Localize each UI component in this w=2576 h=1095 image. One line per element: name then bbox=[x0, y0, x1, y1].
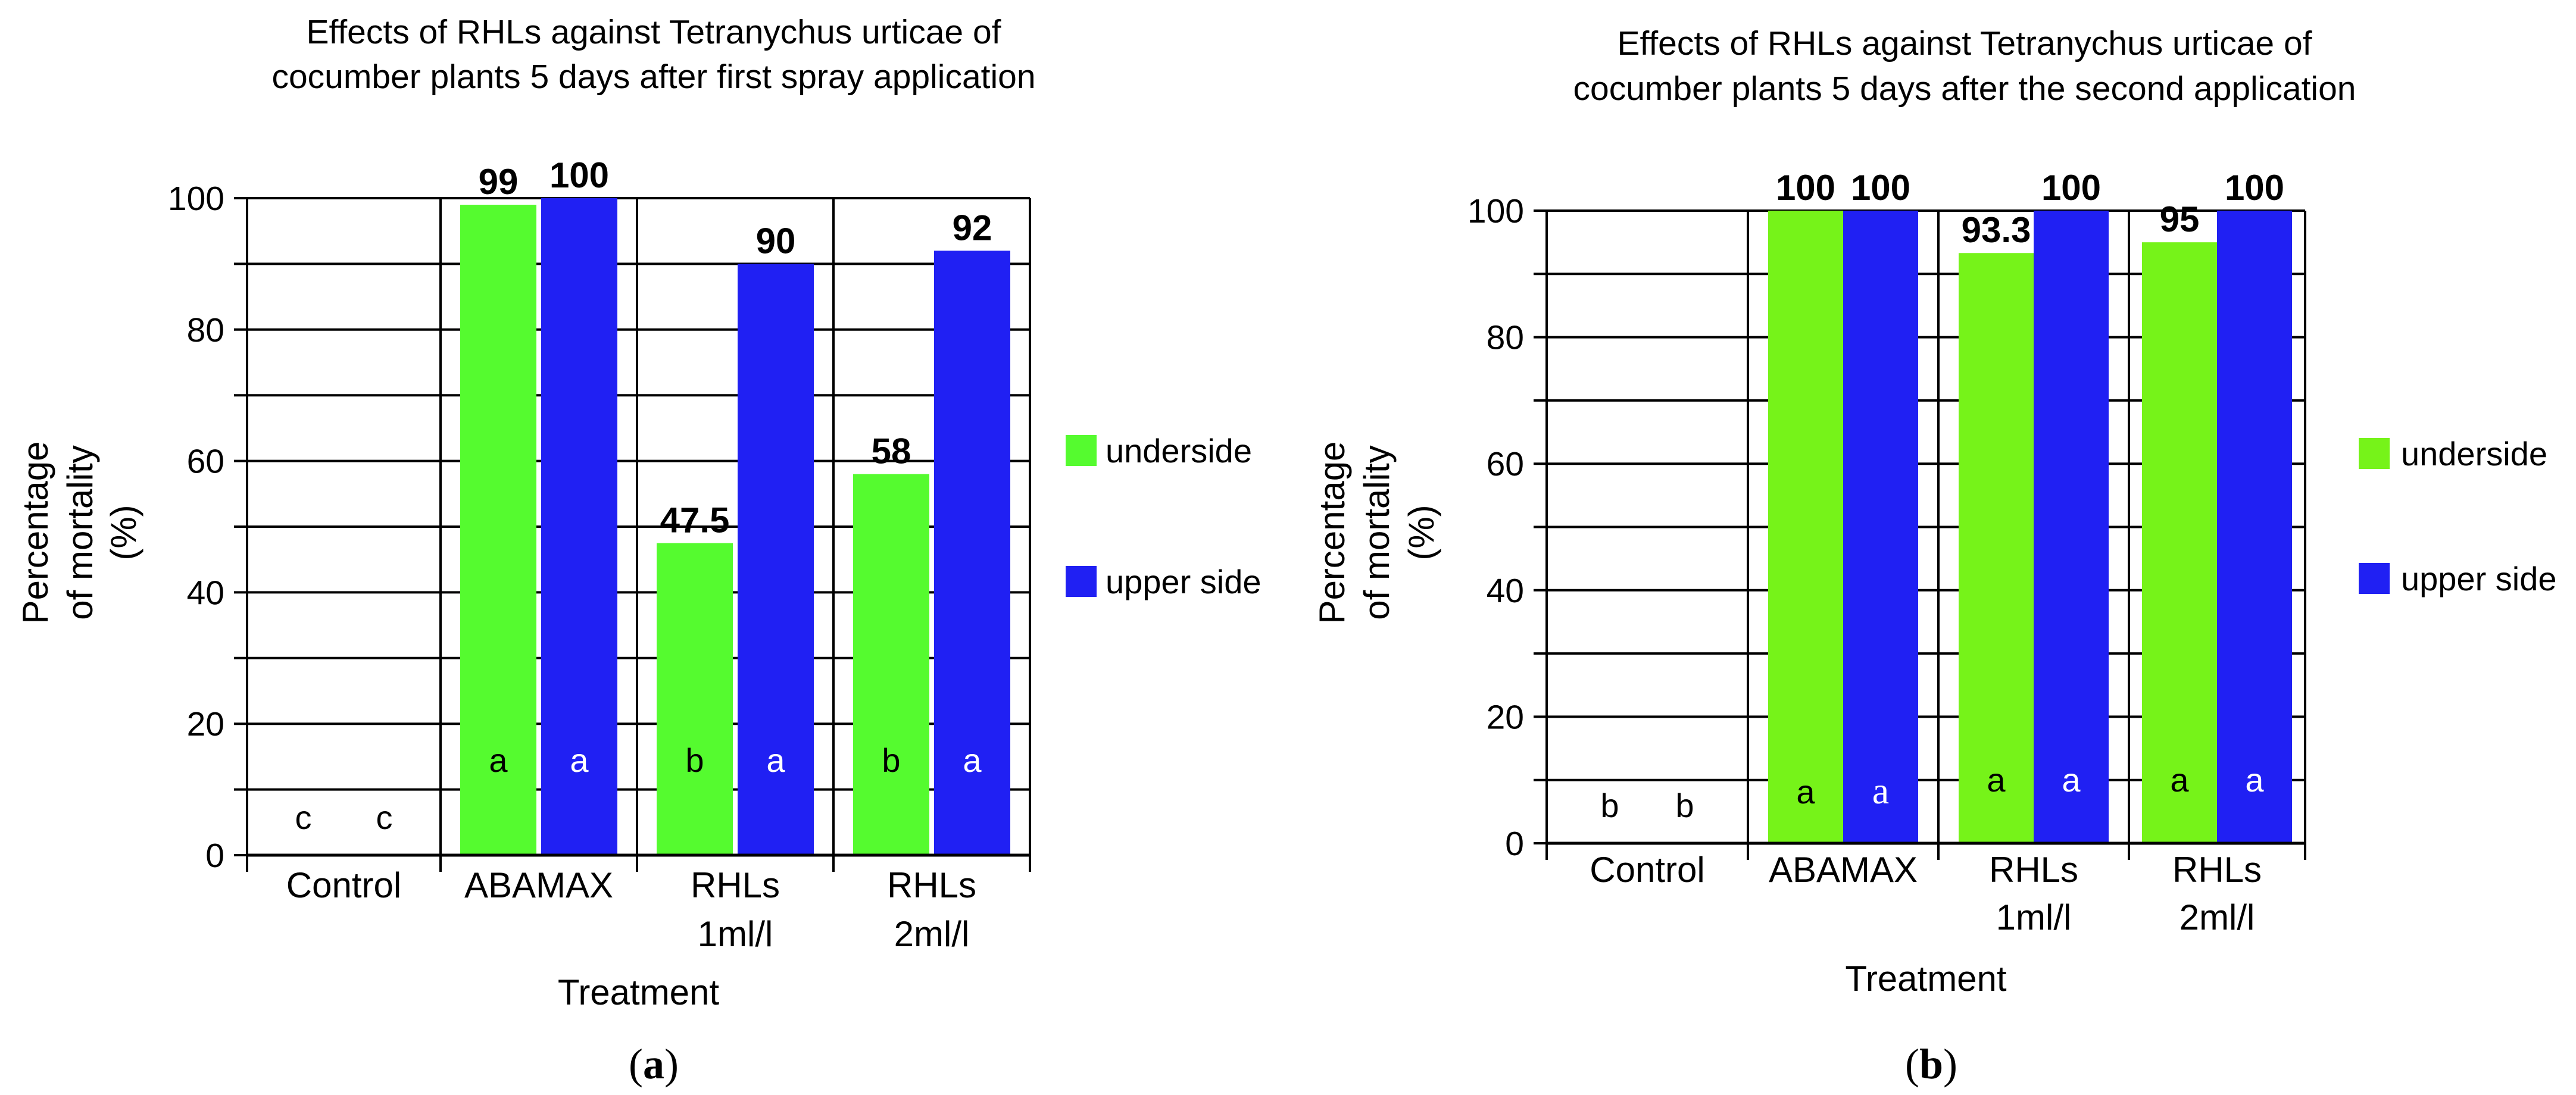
y-axis-title-line: Percentage bbox=[1312, 442, 1352, 624]
category-label: Control bbox=[1590, 850, 1704, 890]
significance-letter: a bbox=[963, 742, 982, 779]
significance-letter: b bbox=[1675, 787, 1694, 824]
panel-caption: (a) bbox=[629, 1040, 679, 1088]
chart-a: Effects of RHLs against Tetranychus urti… bbox=[15, 13, 1262, 1088]
underside-bar bbox=[853, 474, 929, 855]
data-label: 47.5 bbox=[660, 500, 730, 540]
underside-bar bbox=[657, 543, 733, 855]
legend-label: upper side bbox=[2401, 560, 2557, 597]
y-axis-title-line: Percentage bbox=[15, 442, 55, 624]
y-axis-title-line: of mortality bbox=[60, 445, 100, 620]
significance-letter: a bbox=[766, 742, 785, 779]
y-tick-label: 60 bbox=[187, 443, 224, 481]
significance-letter: c bbox=[376, 799, 393, 836]
y-axis-title-line: (%) bbox=[104, 505, 143, 560]
legend-swatch bbox=[2359, 438, 2390, 469]
significance-letter: a bbox=[570, 742, 589, 779]
x-axis-title: Treatment bbox=[1845, 959, 2007, 999]
chart-title-line: cocumber plants 5 days after the second … bbox=[1573, 70, 2356, 108]
upper-side-bar bbox=[738, 264, 814, 855]
chart-title-line: cocumber plants 5 days after first spray… bbox=[271, 58, 1035, 96]
data-label: 58 bbox=[872, 431, 911, 471]
significance-letter: c bbox=[295, 799, 312, 836]
significance-letter: b bbox=[685, 742, 704, 779]
data-label: 95 bbox=[2160, 199, 2200, 239]
underside-bar bbox=[2142, 242, 2217, 843]
y-tick-label: 20 bbox=[187, 705, 224, 743]
y-tick-label: 0 bbox=[205, 837, 224, 875]
chart-title-line: Effects of RHLs against Tetranychus urti… bbox=[1618, 24, 2312, 62]
data-label: 92 bbox=[953, 208, 992, 248]
y-axis-title-line: (%) bbox=[1401, 505, 1441, 560]
significance-letter: b bbox=[1600, 787, 1619, 824]
upper-side-bar bbox=[1843, 211, 1918, 843]
category-label: 2ml/l bbox=[894, 914, 970, 954]
category-label: RHLs bbox=[691, 865, 780, 905]
upper-side-bar bbox=[2217, 211, 2292, 843]
category-label: 1ml/l bbox=[698, 914, 773, 954]
category-label: RHLs bbox=[1989, 850, 2078, 890]
y-tick-label: 80 bbox=[1487, 319, 1524, 357]
chart-b: Effects of RHLs against Tetranychus urti… bbox=[1312, 24, 2557, 1088]
data-label: 100 bbox=[1776, 168, 1835, 208]
significance-letter: a bbox=[2245, 761, 2264, 799]
category-label: Control bbox=[286, 865, 401, 905]
legend-swatch bbox=[1066, 435, 1097, 466]
data-label: 100 bbox=[549, 155, 609, 195]
y-tick-label: 60 bbox=[1487, 445, 1524, 483]
category-label: ABAMAX bbox=[464, 865, 613, 905]
legend-label: underside bbox=[1106, 432, 1252, 470]
significance-letter: a bbox=[1796, 773, 1815, 811]
data-label: 90 bbox=[756, 221, 796, 261]
data-label: 100 bbox=[2041, 168, 2101, 208]
significance-letter: a bbox=[1872, 769, 1889, 812]
y-tick-label: 40 bbox=[187, 574, 224, 612]
y-tick-label: 40 bbox=[1487, 572, 1524, 610]
upper-side-bar bbox=[2034, 211, 2109, 843]
underside-bar bbox=[1768, 211, 1843, 843]
y-tick-label: 100 bbox=[168, 180, 224, 218]
y-tick-label: 0 bbox=[1505, 825, 1524, 863]
data-label: 93.3 bbox=[1962, 210, 2031, 250]
y-axis-title-line: of mortality bbox=[1357, 445, 1397, 620]
upper-side-bar bbox=[541, 198, 617, 855]
underside-bar bbox=[1959, 253, 2034, 843]
category-label: RHLs bbox=[2172, 850, 2262, 890]
data-label: 100 bbox=[2225, 168, 2284, 208]
significance-letter: a bbox=[489, 742, 508, 779]
category-label: ABAMAX bbox=[1769, 850, 1918, 890]
significance-letter: a bbox=[2062, 761, 2081, 799]
data-label: 100 bbox=[1851, 168, 1910, 208]
underside-bar bbox=[460, 205, 536, 855]
significance-letter: a bbox=[2170, 761, 2189, 799]
upper-side-bar bbox=[934, 251, 1010, 855]
legend-swatch bbox=[1066, 566, 1097, 597]
category-label: 2ml/l bbox=[2180, 897, 2255, 937]
significance-letter: a bbox=[1987, 761, 2006, 799]
y-tick-label: 100 bbox=[1467, 192, 1524, 230]
significance-letter: b bbox=[882, 742, 900, 779]
x-axis-title: Treatment bbox=[558, 972, 720, 1012]
category-label: RHLs bbox=[887, 865, 976, 905]
legend-swatch bbox=[2359, 563, 2390, 594]
panel-caption: (b) bbox=[1905, 1040, 1957, 1088]
data-label: 99 bbox=[479, 162, 519, 202]
category-label: 1ml/l bbox=[1996, 897, 2072, 937]
legend-label: upper side bbox=[1106, 563, 1262, 600]
chart-title-line: Effects of RHLs against Tetranychus urti… bbox=[307, 13, 1001, 51]
y-tick-label: 20 bbox=[1487, 698, 1524, 736]
legend-label: underside bbox=[2401, 435, 2547, 473]
y-tick-label: 80 bbox=[187, 311, 224, 349]
